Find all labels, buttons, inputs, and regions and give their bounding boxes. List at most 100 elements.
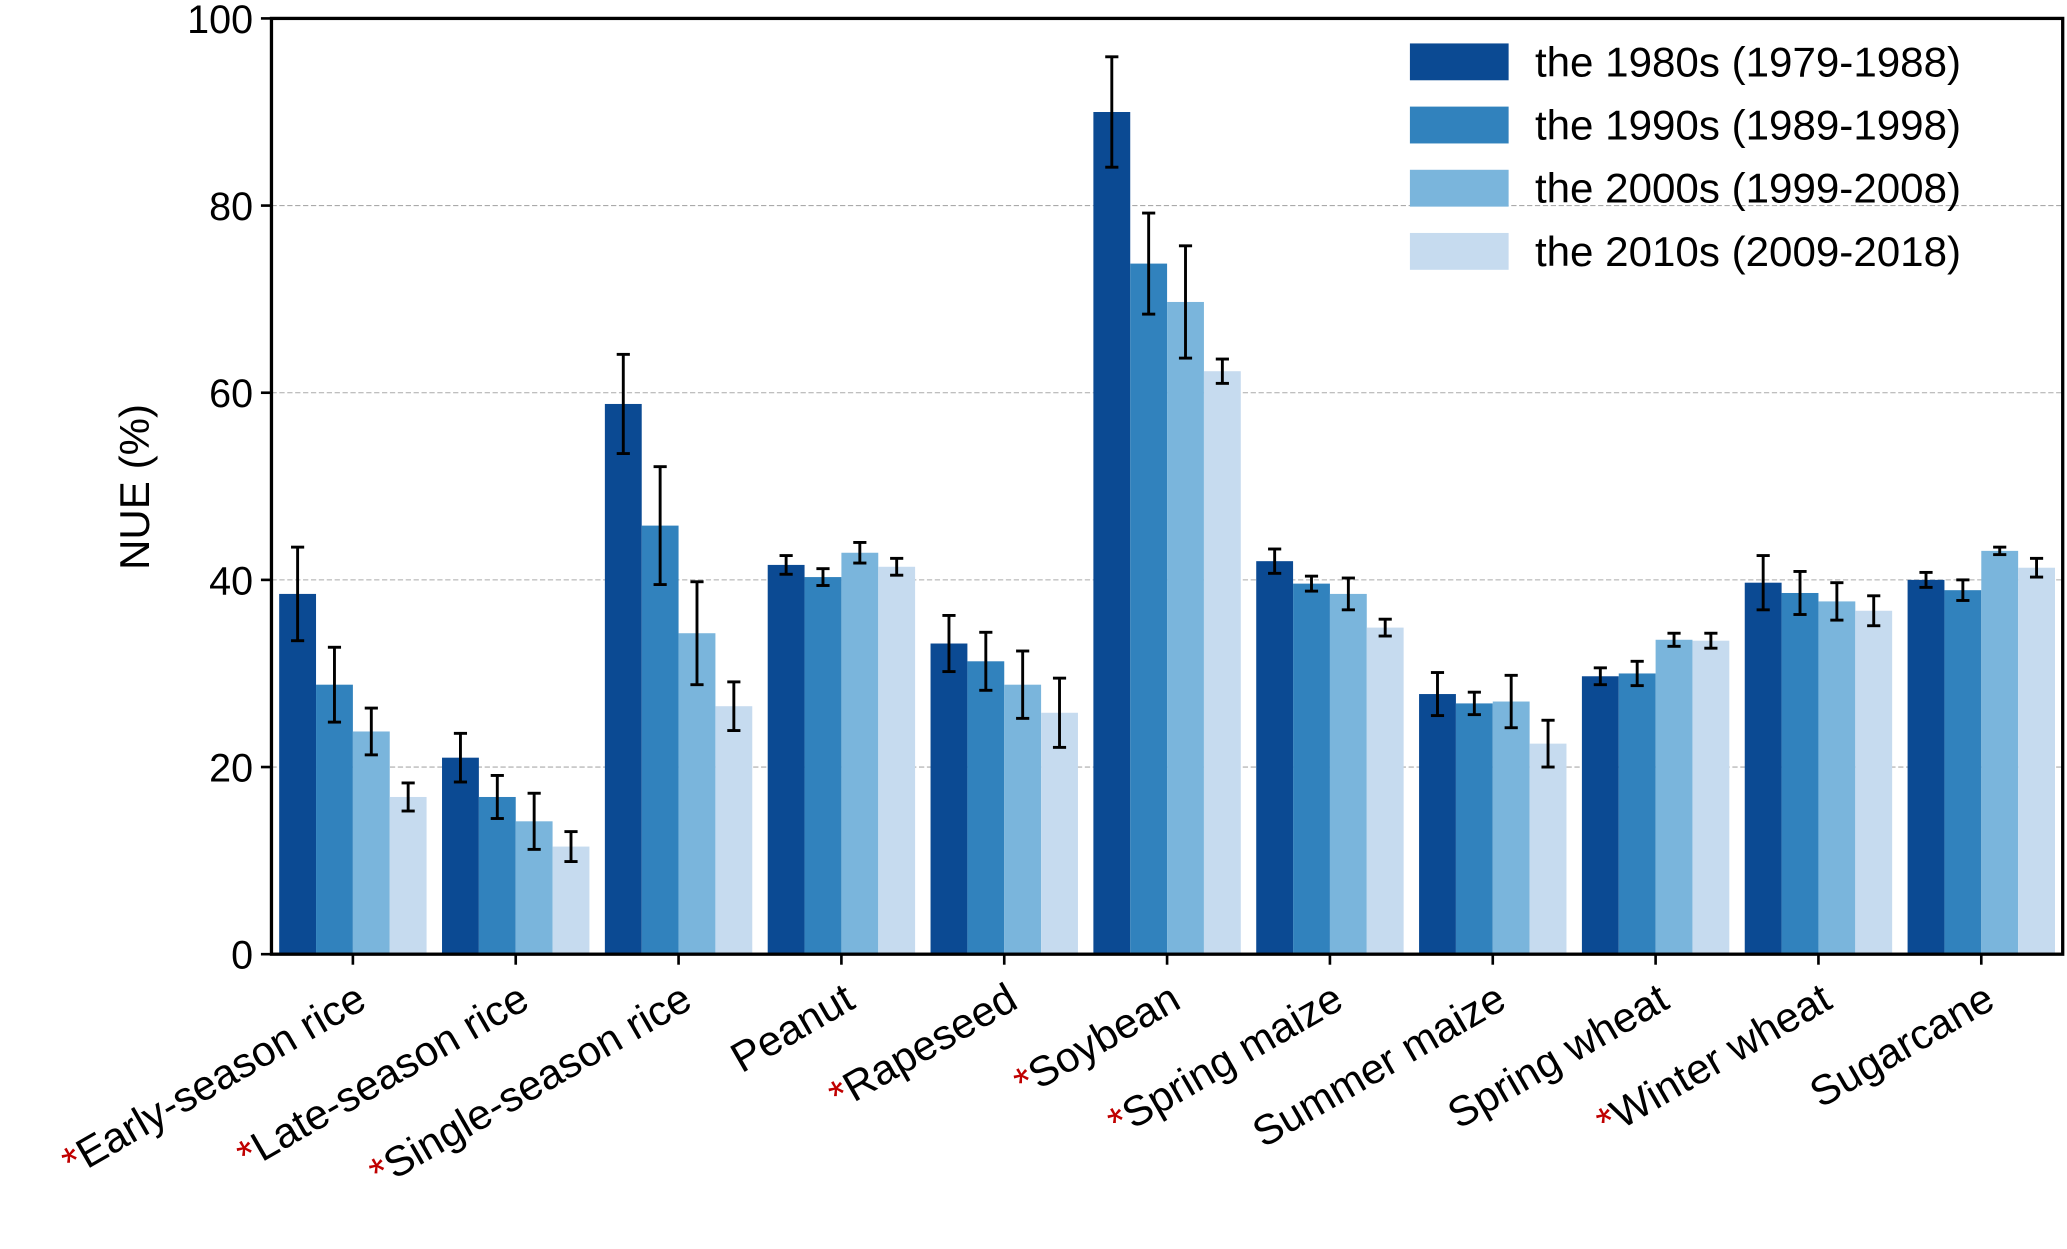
- error-bar: [1867, 594, 1881, 628]
- error-bar: [727, 680, 741, 732]
- legend-swatch: [1409, 106, 1509, 144]
- bar: [1618, 673, 1656, 955]
- category-name: Single-season rice: [375, 974, 699, 1188]
- bar: [1419, 694, 1456, 955]
- bar: [1492, 701, 1530, 955]
- error-bar: [1504, 673, 1518, 730]
- error-bar: [690, 580, 704, 687]
- error-bar: [1178, 244, 1193, 360]
- error-bar: [1830, 581, 1844, 622]
- error-bar: [1667, 631, 1681, 648]
- bar: [1529, 743, 1567, 955]
- bar: [1944, 590, 1982, 955]
- bar: [1781, 592, 1819, 955]
- error-bar: [779, 554, 793, 576]
- error-bar: [1016, 649, 1030, 720]
- error-bar: [1142, 211, 1156, 316]
- error-bar: [816, 567, 830, 587]
- bar: [389, 796, 427, 955]
- bar: [1041, 712, 1078, 955]
- bar: [967, 661, 1005, 955]
- category-name: Sugarcane: [1802, 974, 2002, 1117]
- y-tick-label: 100: [187, 0, 253, 42]
- bar: [878, 566, 916, 955]
- error-bar: [1630, 659, 1644, 688]
- bar: [1855, 610, 1893, 955]
- category-name: Rapeseed: [835, 974, 1025, 1111]
- error-bar: [1919, 570, 1933, 589]
- bar: [478, 796, 516, 955]
- bar: [2018, 567, 2055, 955]
- bar: [1329, 593, 1367, 955]
- bar: [1004, 684, 1042, 955]
- error-bar: [1052, 676, 1067, 749]
- bar: [1455, 703, 1493, 955]
- bar: [1256, 561, 1294, 955]
- y-tick-label: 40: [209, 559, 253, 603]
- error-bar: [942, 613, 956, 674]
- bar: [442, 757, 479, 955]
- error-bar: [401, 781, 415, 813]
- error-bar: [890, 556, 904, 577]
- error-bar: [527, 791, 541, 851]
- legend-label: the 2010s (2009-2018): [1535, 228, 1961, 275]
- y-tick-label: 80: [209, 185, 253, 229]
- bar: [1581, 676, 1619, 955]
- bar: [1818, 601, 1856, 955]
- error-bar: [979, 630, 993, 692]
- category-name: Early-season rice: [68, 974, 373, 1177]
- error-bar: [616, 352, 630, 456]
- legend-label: the 1990s (1989-1998): [1535, 102, 1961, 149]
- bar: [804, 577, 842, 955]
- error-bar: [653, 465, 667, 587]
- bar: [715, 706, 753, 955]
- error-bar: [2029, 556, 2044, 579]
- error-bar: [564, 830, 578, 863]
- bar: [641, 525, 679, 955]
- y-axis-label: NUE (%): [111, 404, 158, 570]
- bar: [1130, 263, 1168, 955]
- bar: [767, 564, 805, 955]
- y-tick-label: 0: [231, 934, 253, 978]
- bar: [1093, 112, 1131, 955]
- legend-swatch: [1409, 169, 1509, 207]
- error-bar: [1304, 574, 1319, 593]
- bar: [1293, 583, 1330, 955]
- error-bar: [490, 774, 504, 820]
- error-bar: [1268, 547, 1282, 575]
- bar: [1744, 582, 1782, 955]
- y-tick-label: 20: [209, 747, 253, 791]
- error-bar: [1756, 554, 1770, 612]
- bar: [841, 552, 879, 955]
- bar: [1981, 550, 2019, 955]
- x-tick-label: *Rapeseed: [821, 974, 1025, 1119]
- bar: [1366, 627, 1404, 955]
- x-tick-label: Sugarcane: [1802, 974, 2002, 1117]
- x-tick-label: *Early-season rice: [54, 974, 373, 1186]
- bar: [352, 731, 390, 955]
- plot-frame: [269, 16, 2065, 956]
- bar: [552, 846, 590, 955]
- bar: [1692, 640, 1730, 955]
- error-bar: [327, 645, 342, 724]
- error-bar: [1541, 718, 1555, 769]
- error-bar: [364, 706, 378, 757]
- bar: [604, 403, 642, 955]
- error-bar: [1993, 545, 2007, 557]
- error-bar: [1956, 578, 1970, 602]
- bar: [1655, 639, 1693, 955]
- error-bar: [853, 541, 867, 565]
- error-bar: [1593, 666, 1607, 687]
- error-bar: [1704, 631, 1718, 650]
- bar: [316, 684, 353, 955]
- bar: [1167, 301, 1204, 955]
- error-bar: [1430, 671, 1445, 718]
- error-bar: [1105, 55, 1119, 169]
- error-bar: [291, 545, 305, 643]
- legend-swatch: [1409, 232, 1509, 270]
- legend-swatch: [1409, 43, 1509, 81]
- bar: [678, 633, 716, 955]
- error-bar: [453, 731, 468, 784]
- y-tick-label: 60: [209, 372, 253, 416]
- legend-label: the 2000s (1999-2008): [1535, 165, 1961, 212]
